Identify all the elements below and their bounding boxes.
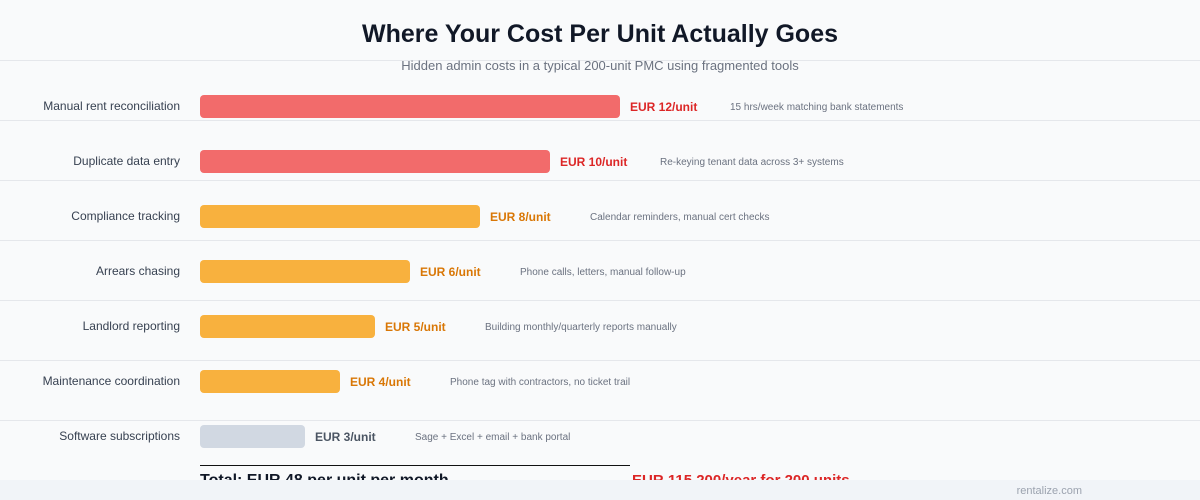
category-label: Maintenance coordination xyxy=(42,374,180,388)
bar xyxy=(200,260,410,283)
note-label: Re-keying tenant data across 3+ systems xyxy=(660,157,844,168)
note-label: Phone calls, letters, manual follow-up xyxy=(520,267,686,278)
note-label: Sage + Excel + email + bank portal xyxy=(415,432,571,443)
value-label: EUR 10/unit xyxy=(560,155,628,169)
note-label: Phone tag with contractors, no ticket tr… xyxy=(450,377,631,388)
value-label: EUR 4/unit xyxy=(350,375,411,389)
gridline xyxy=(0,240,1200,241)
note-label: Calendar reminders, manual cert checks xyxy=(590,212,770,223)
bar xyxy=(200,315,375,338)
value-label: EUR 5/unit xyxy=(385,320,446,334)
total-divider xyxy=(200,465,630,466)
category-label: Arrears chasing xyxy=(95,264,180,278)
gridline xyxy=(0,360,1200,361)
gridline xyxy=(0,420,1200,421)
category-label: Landlord reporting xyxy=(82,319,180,333)
chart-subtitle: Hidden admin costs in a typical 200-unit… xyxy=(401,58,799,73)
bar xyxy=(200,95,620,118)
gridline xyxy=(0,60,1200,61)
category-label: Software subscriptions xyxy=(59,429,180,443)
bar xyxy=(200,150,550,173)
value-label: EUR 3/unit xyxy=(315,430,376,444)
bar xyxy=(200,425,305,448)
gridline xyxy=(0,120,1200,121)
brand-link[interactable]: rentalize.com xyxy=(1016,485,1082,497)
value-label: EUR 12/unit xyxy=(630,100,698,114)
category-label: Duplicate data entry xyxy=(73,154,180,168)
note-label: 15 hrs/week matching bank statements xyxy=(730,102,904,113)
gridline xyxy=(0,180,1200,181)
footer-band xyxy=(0,480,1200,500)
value-label: EUR 8/unit xyxy=(490,210,551,224)
bar xyxy=(200,205,480,228)
category-label: Manual rent reconciliation xyxy=(43,99,180,113)
gridline xyxy=(0,300,1200,301)
note-label: Building monthly/quarterly reports manua… xyxy=(485,322,677,333)
chart-title: Where Your Cost Per Unit Actually Goes xyxy=(361,20,839,48)
value-label: EUR 6/unit xyxy=(420,265,481,279)
category-label: Compliance tracking xyxy=(71,209,180,223)
bar xyxy=(200,370,340,393)
